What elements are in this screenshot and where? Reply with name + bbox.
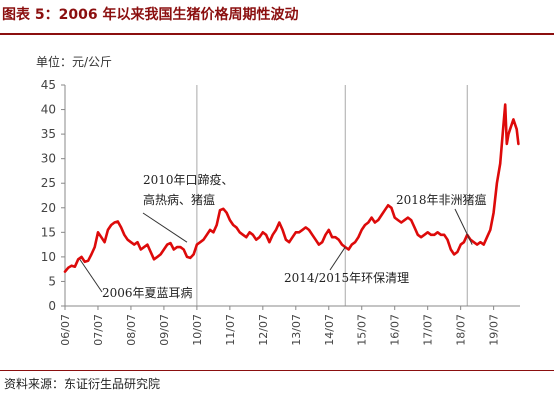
annotation-label: 高热病、猪瘟 [143,192,215,207]
y-tick-label: 45 [41,78,56,92]
x-tick-label: 19/07 [488,314,501,346]
x-tick-label: 13/07 [290,314,303,346]
x-tick-label: 15/07 [356,314,369,346]
annotations: 2010年口蹄疫、高热病、猪瘟 2006年夏蓝耳病 2014/2015年环保清理 20… [79,172,487,300]
annotation-leader-line [79,259,103,293]
annotation-leader-line [329,246,346,271]
annotation-leader-line [142,212,188,243]
x-tick-label: 18/07 [455,314,468,346]
unit-label: 单位：元/公斤 [36,55,113,69]
annotation-leader-line [454,208,473,245]
axes [61,84,520,310]
annotation-label: 2018年非洲猪瘟 [396,192,487,207]
x-tick-label: 10/07 [191,314,204,346]
x-tick-label: 12/07 [257,314,270,346]
x-tick-label: 16/07 [389,314,402,346]
price-series-line [63,103,520,273]
y-tick-label: 20 [41,201,56,215]
source-divider [0,370,554,371]
y-tick-label: 0 [48,299,56,313]
figure-title: 图表 5：2006 年以来我国生猪价格周期性波动 [2,7,299,23]
x-tick-label: 06/07 [59,314,72,346]
y-tick-labels: 0 5 10 15 20 25 30 35 40 45 [41,78,56,313]
y-tick-label: 10 [41,250,56,264]
y-tick-label: 25 [41,176,56,190]
marker-lines [196,85,468,306]
y-tick-label: 40 [41,103,56,117]
x-tick-label: 11/07 [224,314,237,346]
x-tick-label: 09/07 [158,314,171,346]
annotation-label: 2014/2015年环保清理 [284,271,409,285]
x-tick-label: 17/07 [422,314,435,346]
source-note: 资料来源：东证衍生品研究院 [4,377,161,391]
y-tick-label: 30 [41,152,56,166]
x-tick-label: 07/07 [92,314,105,346]
title-divider [0,33,554,35]
y-tick-label: 15 [41,225,56,239]
y-tick-label: 35 [41,127,56,141]
annotation-label: 2006年夏蓝耳病 [102,285,193,300]
y-tick-label: 5 [48,274,56,288]
x-tick-label: 14/07 [323,314,336,346]
series-lines [63,103,520,273]
annotation-label: 2010年口蹄疫、 [143,172,234,187]
x-tick-label: 08/07 [125,314,138,346]
x-tick-labels: 06/07 07/07 08/07 09/07 10/07 11/07 12/07 13/07… [59,314,501,346]
